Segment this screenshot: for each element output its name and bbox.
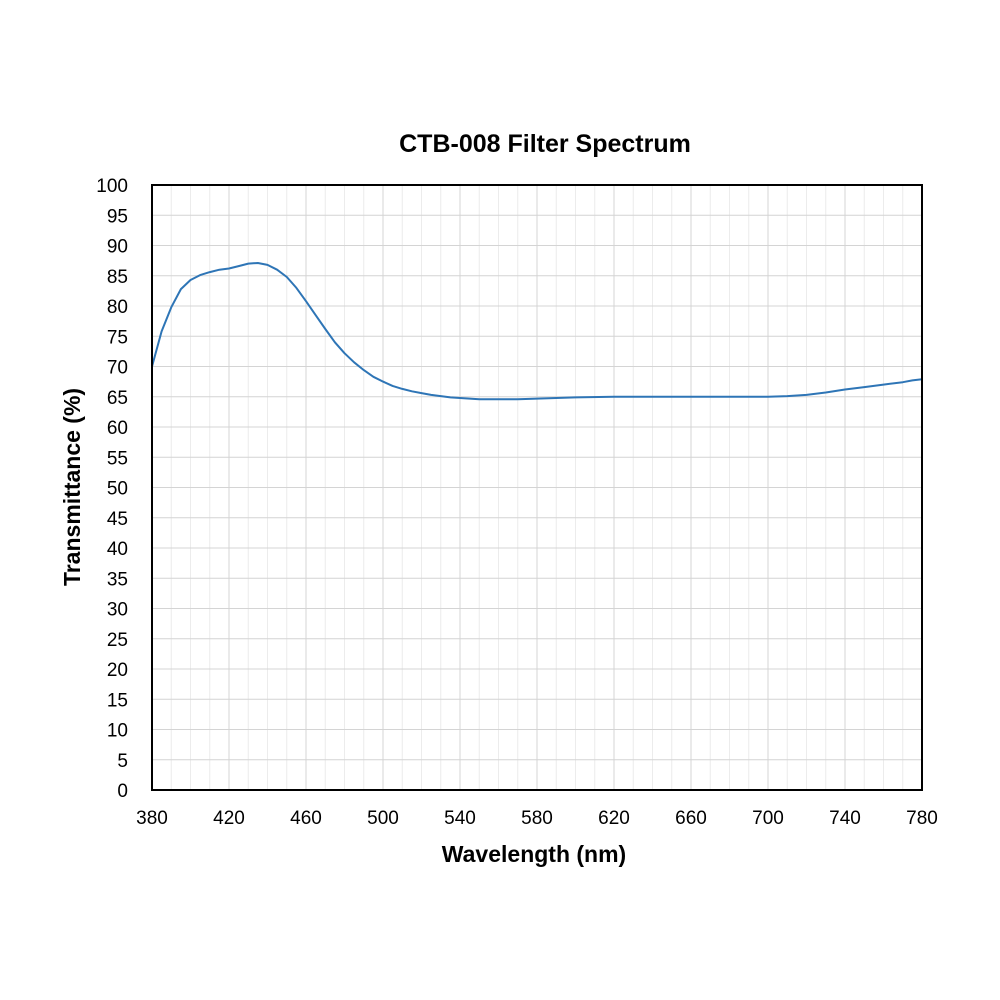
y-tick-label: 40 xyxy=(107,539,128,560)
x-tick-label: 420 xyxy=(213,808,245,829)
y-tick-label: 15 xyxy=(107,690,128,711)
series-layer xyxy=(151,262,923,401)
y-tick-label: 35 xyxy=(107,569,128,590)
series-line xyxy=(151,262,923,401)
y-tick-label: 55 xyxy=(107,448,128,469)
y-tick-label: 10 xyxy=(107,721,128,742)
y-tick-label: 25 xyxy=(107,630,128,651)
chart-title: CTB-008 Filter Spectrum xyxy=(399,130,691,158)
y-tick-label: 65 xyxy=(107,388,128,409)
x-axis-title: Wavelength (nm) xyxy=(442,841,626,867)
y-tick-label: 95 xyxy=(107,206,128,227)
x-tick-label: 700 xyxy=(752,808,784,829)
x-tick-label: 620 xyxy=(598,808,630,829)
plot-area-border xyxy=(151,184,923,791)
y-tick-label: 90 xyxy=(107,237,128,258)
y-tick-label: 60 xyxy=(107,418,128,439)
x-tick-label: 380 xyxy=(136,808,168,829)
y-tick-label: 45 xyxy=(107,509,128,530)
x-tick-labels: 380 420 460 500 540 580 620 660 700 740 780 xyxy=(136,808,938,829)
grid xyxy=(151,184,923,791)
y-tick-label: 70 xyxy=(107,358,128,379)
y-tick-label: 100 xyxy=(96,176,128,197)
y-tick-label: 30 xyxy=(107,600,128,621)
x-tick-label: 500 xyxy=(367,808,399,829)
y-tick-label: 0 xyxy=(117,781,128,802)
y-tick-label: 5 xyxy=(117,751,128,772)
x-tick-label: 460 xyxy=(290,808,322,829)
y-tick-label: 50 xyxy=(107,479,128,500)
x-tick-label: 580 xyxy=(521,808,553,829)
y-tick-label: 80 xyxy=(107,297,128,318)
y-tick-labels: 0 5 10 15 20 25 30 35 40 45 50 55 60 65 70 75 80 85 90 95 10… xyxy=(96,176,128,802)
y-tick-label: 85 xyxy=(107,267,128,288)
y-tick-label: 75 xyxy=(107,327,128,348)
x-tick-label: 540 xyxy=(444,808,476,829)
x-tick-label: 740 xyxy=(829,808,861,829)
x-tick-label: 660 xyxy=(675,808,707,829)
y-tick-label: 20 xyxy=(107,660,128,681)
x-tick-label: 780 xyxy=(906,808,938,829)
y-axis-title: Transmittance (%) xyxy=(59,388,85,586)
